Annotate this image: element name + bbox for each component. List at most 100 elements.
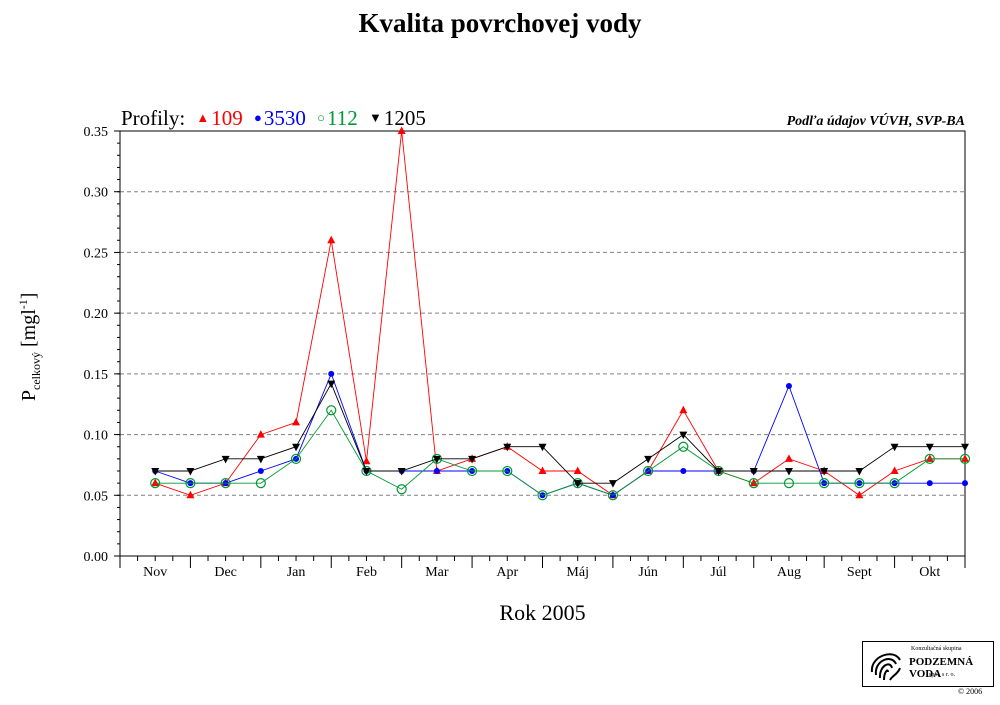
data-point-109 (256, 430, 265, 438)
legend-marker-open-circle-icon: ○ (317, 110, 326, 125)
data-point-112 (959, 453, 971, 464)
y-tick-label: 0.30 (84, 186, 109, 201)
logo-line-3: spol. s r. o. (929, 672, 956, 678)
data-point-109 (397, 126, 406, 134)
plot-frame (119, 130, 966, 557)
logo-line-1: Konzultačná skupina (911, 646, 962, 652)
data-point-109 (292, 417, 301, 426)
logo-line-2: PODZEMNÁ VODA (909, 656, 974, 680)
data-point-1205 (538, 443, 547, 452)
data-point-112 (502, 465, 513, 477)
y-tick-label: 0.35 (84, 125, 109, 140)
data-point-109 (679, 405, 688, 414)
data-point-112 (537, 490, 548, 501)
data-point-109 (784, 454, 793, 462)
legend-marker-triangle-down-icon: ▼ (369, 110, 382, 125)
data-point-1205 (573, 480, 582, 488)
data-point-112 (643, 465, 654, 477)
data-point-109 (327, 235, 336, 244)
data-point-1205 (784, 468, 793, 476)
data-point-1205 (503, 443, 512, 452)
data-point-109 (573, 466, 582, 474)
data-point-3530 (785, 383, 792, 389)
fingerprint-logo-icon (870, 653, 901, 681)
data-point-3530 (433, 468, 440, 474)
y-tick-label: 0.05 (84, 489, 109, 504)
data-point-1205 (855, 468, 864, 476)
x-tick-label: Apr (496, 565, 518, 580)
x-tick-label: Júl (710, 565, 726, 580)
data-point-1205 (890, 443, 899, 452)
data-point-112 (678, 441, 689, 452)
x-tick-label: Mar (425, 565, 449, 580)
series-line-1205 (155, 382, 965, 484)
data-point-1205 (714, 468, 723, 476)
x-tick-label: Nov (143, 565, 167, 580)
legend-entry-112: 112 (327, 106, 358, 130)
data-point-1205 (362, 468, 371, 476)
x-tick-label: Dec (214, 565, 237, 580)
x-axis-label: Rok 2005 (499, 600, 586, 625)
data-point-112 (396, 484, 407, 495)
data-point-112 (748, 478, 759, 489)
data-point-3530 (962, 480, 968, 487)
data-point-109 (961, 454, 969, 462)
data-point-112 (150, 478, 161, 489)
data-point-1205 (186, 468, 195, 476)
data-point-1205 (432, 455, 441, 464)
x-tick-label: Máj (566, 565, 589, 580)
data-point-1205 (468, 455, 477, 464)
y-tick-label: 0.00 (84, 550, 109, 565)
legend-entry-3530: 3530 (263, 106, 306, 130)
company-logo: Konzultačná skupina PODZEMNÁ VODA spol. … (862, 641, 994, 687)
data-point-1205 (256, 455, 265, 464)
chart-title: Kvalita povrchovej vody (358, 8, 642, 38)
data-point-112 (185, 478, 196, 489)
series-line-112 (155, 409, 965, 496)
data-point-109 (538, 466, 547, 474)
data-point-109 (362, 456, 371, 465)
x-tick-label: Jan (287, 565, 306, 580)
data-source-note: Podľa údajov VÚVH, SVP-BA (786, 114, 965, 129)
data-point-109 (151, 478, 160, 487)
data-point-109 (855, 490, 864, 499)
x-tick-label: Okt (919, 565, 940, 580)
data-point-1205 (608, 480, 617, 488)
data-point-112 (326, 405, 337, 416)
data-point-112 (607, 490, 619, 501)
x-tick-label: Feb (356, 565, 377, 580)
data-point-112 (854, 478, 865, 489)
data-point-3530 (680, 468, 687, 474)
data-point-112 (783, 478, 795, 489)
legend-marker-circle-icon: ● (254, 110, 262, 125)
data-point-1205 (327, 380, 336, 389)
data-point-3530 (257, 468, 264, 474)
data-point-112 (924, 453, 935, 464)
data-point-109 (186, 490, 195, 499)
data-point-109 (890, 466, 899, 474)
legend-entry-109: 109 (211, 106, 243, 130)
y-axis-label: Pcelkový [mgl-1] (16, 292, 43, 402)
data-point-1205 (749, 468, 758, 476)
legend-entry-1205: 1205 (383, 106, 426, 130)
data-point-1205 (925, 443, 934, 452)
legend: Profily: ▲109 ●3530 ○112 ▼1205 (121, 106, 426, 131)
data-point-112 (290, 453, 302, 464)
x-tick-label: Aug (777, 565, 801, 580)
data-point-1205 (961, 443, 969, 452)
data-point-1205 (151, 468, 160, 476)
y-tick-label: 0.20 (84, 307, 109, 322)
data-point-109 (749, 478, 758, 487)
data-point-112 (220, 478, 231, 489)
data-point-1205 (292, 443, 301, 452)
data-point-112 (889, 478, 900, 489)
x-tick-label: Jún (638, 565, 657, 580)
y-tick-label: 0.10 (84, 429, 109, 444)
data-point-112 (466, 465, 478, 477)
series-line-109 (155, 130, 965, 496)
data-point-1205 (644, 455, 653, 464)
y-tick-label: 0.15 (84, 368, 109, 383)
data-point-112 (255, 478, 266, 489)
data-point-1205 (397, 468, 406, 476)
